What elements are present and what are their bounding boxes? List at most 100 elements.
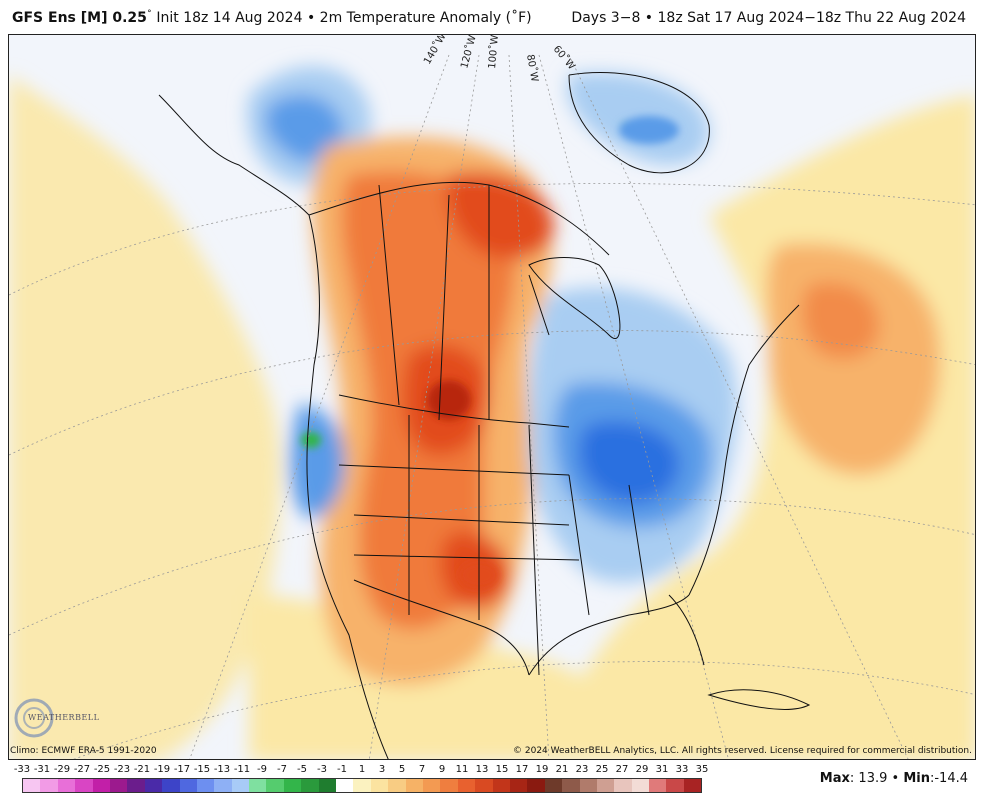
scale-swatch-21 [388,779,406,792]
scale-swatch-24 [440,779,458,792]
scale-swatch-11 [214,779,232,792]
meridian-1 [189,54,450,759]
canada-us-border [338,394,570,428]
scale-swatch-22 [405,779,423,792]
min-label: Min [903,771,930,786]
scale-swatch-28 [509,779,528,792]
cold-northwest [289,405,345,518]
scale-label: 13 [475,764,489,775]
scale-label: 29 [635,764,649,775]
west-coast [306,214,389,759]
meridian-2 [368,54,480,759]
scale-swatch-20 [370,779,389,792]
scale-label: -17 [173,764,191,775]
warmer-atlantic-blob [801,282,879,359]
title-separator: • [306,10,316,26]
anomaly-fill [9,66,975,759]
scale-label: -11 [233,764,251,775]
scale-swatch-17 [318,779,337,792]
scale-swatch-7 [144,779,163,792]
scale-swatch-13 [249,779,267,792]
parallel-2 [9,330,975,456]
graticule [9,54,975,759]
scale-swatch-33 [596,779,615,792]
greenland-coast [568,72,710,174]
scale-label: 23 [575,764,589,775]
lon-label-100w: 100˚W [486,35,501,69]
scale-swatch-14 [266,779,284,792]
scale-swatch-34 [614,779,632,792]
scale-swatch-27 [492,779,510,792]
scale-swatch-31 [562,779,580,792]
max-value: 13.9 [858,771,888,786]
cold-alaska [265,94,344,162]
header-title: GFS Ens [M] 0.25˚ Init 18z 14 Aug 2024 •… [12,10,532,26]
scale-label: 5 [398,764,406,775]
florida [668,594,705,666]
climo-note: Climo: ECMWF ERA-5 1991-2020 [10,746,157,756]
scale-label: -21 [133,764,151,775]
scale-swatch-18 [336,779,354,792]
alaska-coast [158,94,310,216]
scale-swatch-9 [179,779,197,792]
scale-label: -25 [93,764,111,775]
scale-label: -27 [73,764,91,775]
logo-swirl-inner [23,707,45,729]
meridian-5 [568,54,909,759]
scale-swatch-36 [649,779,667,792]
scale-swatch-38 [683,779,702,792]
states [338,415,650,676]
scale-label: 35 [695,764,709,775]
scale-swatch-6 [127,779,145,792]
scale-swatch-25 [457,779,476,792]
meridian-4 [538,54,729,759]
logo-swirl [14,698,54,738]
max-label: Max [819,771,850,786]
parallel-3 [9,498,975,636]
scale-swatch-29 [527,779,545,792]
scale-label: 11 [455,764,469,775]
max-min-readout: Max: 13.9 • Min:-14.4 [819,771,968,786]
scale-label: -23 [113,764,131,775]
logo-text: WEATHERBELL [28,713,100,722]
init-time: Init 18z 14 Aug 2024 [156,10,303,26]
valid-period: Days 3−8 • 18z Sat 17 Aug 2024−18z Thu 2… [571,10,966,26]
hot-arctic [446,172,554,259]
provinces [378,184,550,421]
scale-label: 3 [378,764,386,775]
scale-label: -29 [53,764,71,775]
green-oregon [301,432,321,448]
gulf-coast [528,594,690,676]
scale-swatch-1 [40,779,58,792]
warm-light-pacific [9,75,281,759]
scale-label: -31 [33,764,51,775]
scale-label: 25 [595,764,609,775]
scale-label: 15 [495,764,509,775]
lon-label-80w: 80˚W [524,53,541,82]
borders [158,72,811,759]
scale-swatch-37 [666,779,684,792]
hottest-core [427,380,471,420]
scale-swatch-35 [631,779,650,792]
variable-name: 2m Temperature Anomaly (˚F) [319,10,532,26]
east-coast [688,304,800,596]
scale-label: 9 [438,764,446,775]
scale-label: 1 [358,764,366,775]
scale-label: -13 [213,764,231,775]
scale-label: 31 [655,764,669,775]
us-mexico-border [353,579,530,676]
cold-greenland-core [619,116,679,144]
weatherbell-logo [14,698,54,738]
scale-swatch-19 [353,779,371,792]
scale-swatch-3 [75,779,93,792]
map-panel: 140˚W 120˚W 100˚W 80˚W 60˚W [8,34,976,760]
scale-swatch-26 [475,779,493,792]
scale-swatch-30 [544,779,563,792]
scale-label: -5 [297,764,307,775]
scale-label: 7 [418,764,426,775]
scale-swatch-4 [92,779,110,792]
copyright-note: © 2024 WeatherBELL Analytics, LLC. All r… [513,746,972,756]
scale-label: 19 [535,764,549,775]
scale-label: -9 [257,764,267,775]
scale-swatch-2 [57,779,76,792]
